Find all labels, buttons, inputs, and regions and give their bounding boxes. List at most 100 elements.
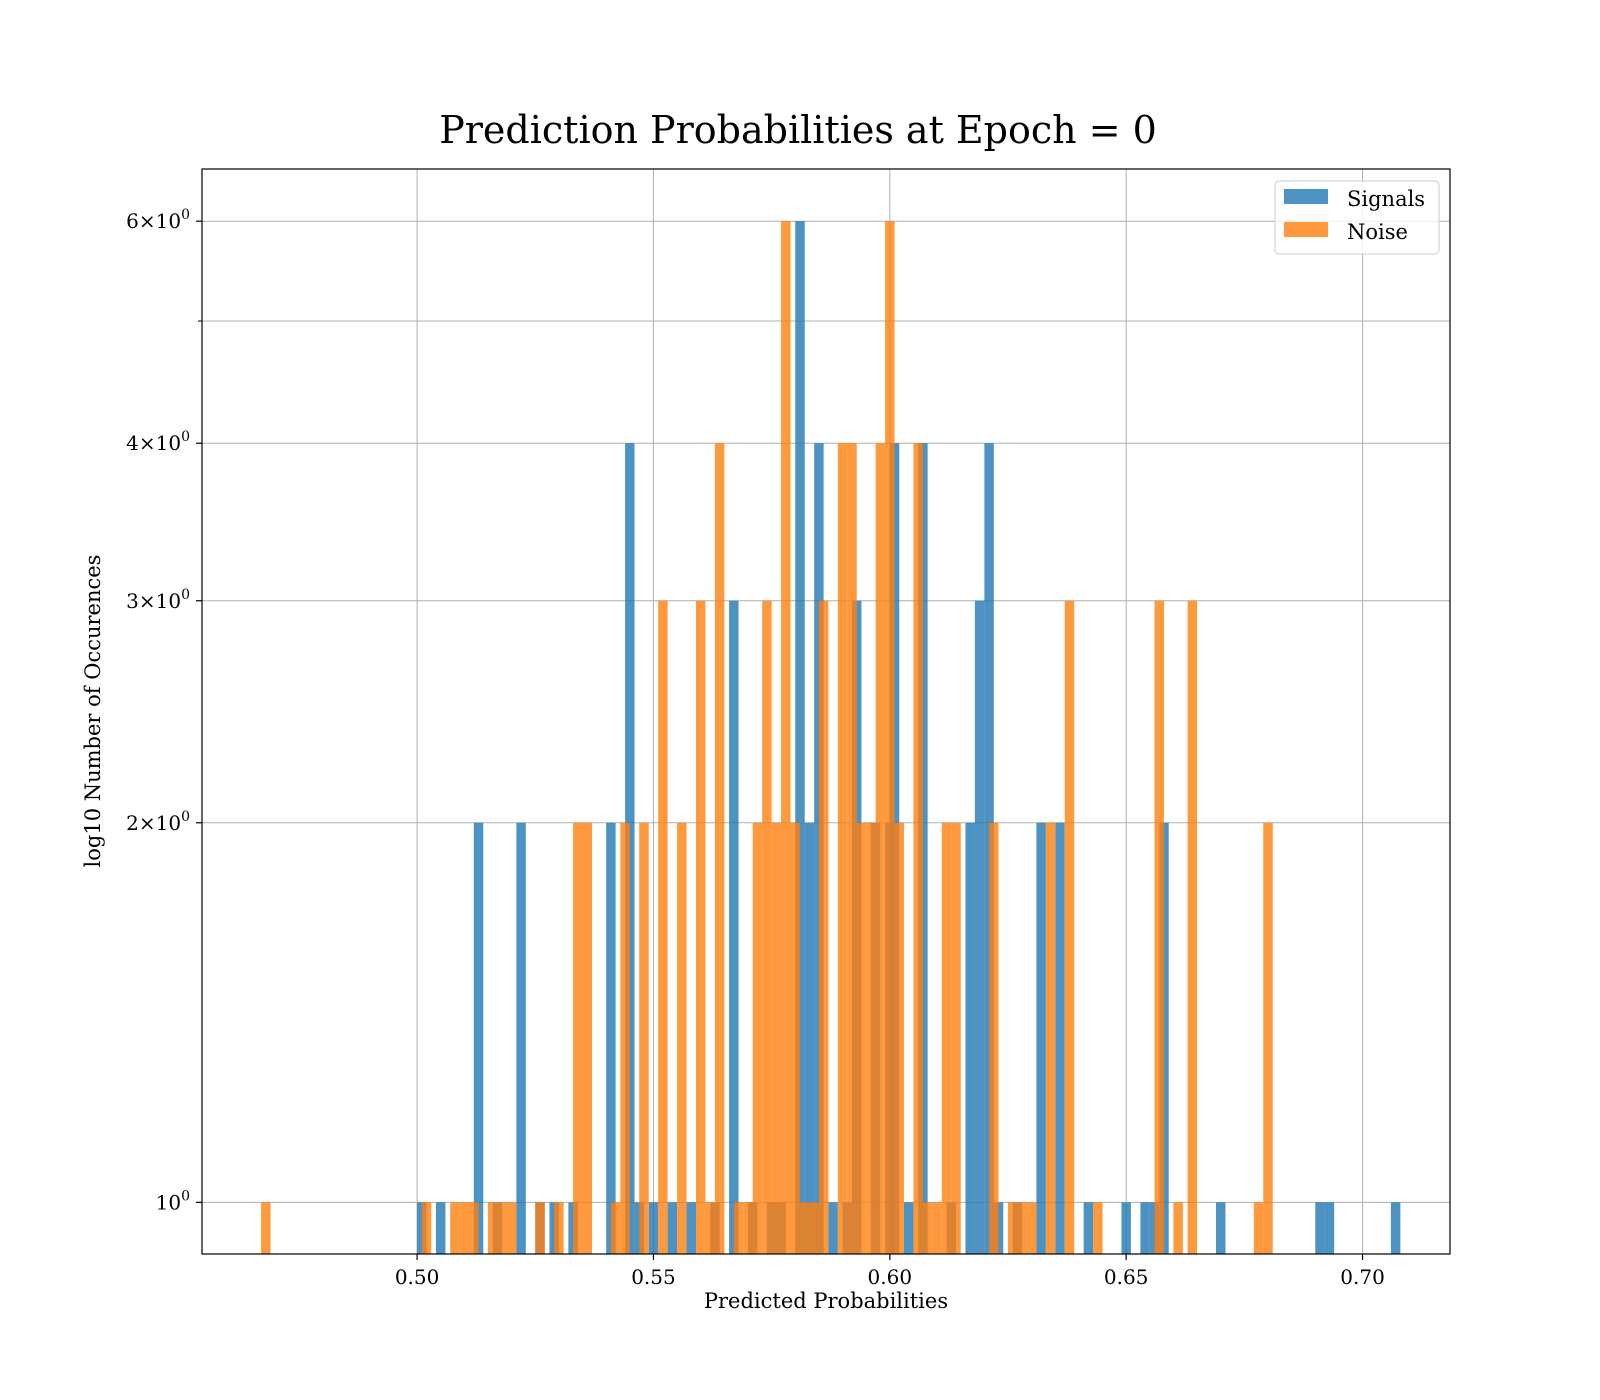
- y-tick-label: 6×100: [126, 207, 190, 233]
- bar-noise: [573, 822, 583, 1254]
- bar-noise: [696, 600, 706, 1254]
- bars: [261, 221, 1401, 1255]
- bar-noise: [809, 1202, 819, 1254]
- bar-noise: [1253, 1202, 1264, 1254]
- bar-noise: [450, 1202, 460, 1254]
- bar-noise: [885, 221, 895, 1255]
- bar-signals: [974, 600, 985, 1254]
- bar-signals: [436, 1202, 446, 1254]
- bar-noise: [677, 822, 687, 1254]
- bar-signals: [1315, 1202, 1325, 1254]
- bar-noise: [1173, 1202, 1183, 1254]
- bar-signals: [686, 1202, 696, 1254]
- y-tick-label: 3×100: [126, 587, 190, 613]
- bar-noise: [658, 600, 668, 1254]
- bar-noise: [620, 822, 630, 1254]
- plot-frame: [201, 168, 1451, 1255]
- legend: Signals Noise: [1274, 180, 1440, 255]
- bar-noise: [1154, 600, 1164, 1254]
- bar-noise: [951, 822, 961, 1254]
- bar-signals: [804, 822, 815, 1254]
- bar-signals: [667, 1202, 678, 1254]
- bar-signals: [1055, 822, 1065, 1254]
- bar-noise: [1064, 600, 1075, 1254]
- bar-signals: [1140, 1202, 1150, 1254]
- y-tick-label: 2×100: [126, 809, 190, 835]
- bar-signals: [1036, 822, 1046, 1254]
- x-tick-label: 0.70: [1340, 1265, 1385, 1289]
- bar-signals: [1121, 1202, 1131, 1254]
- legend-label-noise: Noise: [1347, 220, 1408, 244]
- bar-signals: [1324, 1202, 1335, 1254]
- bar-noise: [922, 1202, 933, 1254]
- y-tick-label: 4×100: [126, 429, 190, 455]
- x-tick-label: 0.50: [395, 1265, 440, 1289]
- bar-signals: [549, 1202, 559, 1254]
- bar-signals: [1216, 1202, 1226, 1254]
- y-axis-label: log10 Number of Occurences: [81, 555, 105, 868]
- legend-label-signals: Signals: [1347, 187, 1425, 211]
- bar-noise: [847, 443, 857, 1254]
- bar-signals: [1390, 1202, 1401, 1254]
- series-noise: [261, 221, 1273, 1255]
- bar-noise: [1093, 1202, 1103, 1254]
- bar-noise: [554, 1202, 564, 1254]
- bar-signals: [729, 600, 739, 1254]
- x-axis-label: Predicted Probabilities: [704, 1289, 948, 1313]
- bar-noise: [837, 443, 848, 1254]
- bar-noise: [1263, 822, 1273, 1254]
- bar-noise: [733, 1202, 744, 1254]
- bar-noise: [818, 600, 829, 1254]
- bar-noise: [932, 1202, 942, 1254]
- bar-noise: [781, 221, 791, 1255]
- bar-signals: [606, 822, 616, 1254]
- bar-noise: [1017, 1202, 1027, 1254]
- bar-noise: [610, 1202, 621, 1254]
- bar-noise: [856, 822, 867, 1254]
- bar-noise: [582, 822, 592, 1254]
- bar-noise: [535, 1202, 545, 1254]
- bar-noise: [1045, 822, 1056, 1254]
- bar-noise: [714, 443, 725, 1254]
- y-tick-label: 100: [156, 1188, 190, 1214]
- bar-noise: [1008, 1202, 1018, 1254]
- bar-signals: [814, 443, 824, 1254]
- x-tick-label: 0.60: [868, 1265, 913, 1289]
- x-tick-label: 0.65: [1104, 1265, 1149, 1289]
- bar-noise: [762, 600, 772, 1254]
- bar-noise: [800, 1202, 810, 1254]
- bar-noise: [261, 1202, 271, 1254]
- bar-noise: [1187, 600, 1198, 1254]
- bar-noise: [771, 822, 782, 1254]
- bar-noise: [459, 1202, 470, 1254]
- bar-noise: [941, 822, 952, 1254]
- bar-noise: [894, 822, 904, 1254]
- legend-swatch-signals: [1284, 189, 1328, 204]
- bar-noise: [790, 822, 800, 1254]
- bar-noise: [488, 1202, 498, 1254]
- axis-ticks: 0.50 0.55 0.60 0.65 0.70 100 2×100 3×100 4×100 6×…: [126, 207, 1385, 1289]
- bar-signals: [1083, 1202, 1094, 1254]
- bar-noise: [989, 822, 999, 1254]
- legend-swatch-noise: [1284, 222, 1328, 237]
- bar-signals: [904, 1202, 914, 1254]
- x-tick-label: 0.55: [631, 1265, 676, 1289]
- bar-noise: [497, 1202, 507, 1254]
- series-signals: [417, 221, 1401, 1255]
- chart-title: Prediction Probabilities at Epoch = 0: [439, 108, 1157, 152]
- bar-noise: [1026, 1202, 1037, 1254]
- bar-noise: [506, 1202, 517, 1254]
- bar-signals: [516, 822, 526, 1254]
- bar-noise: [743, 1202, 753, 1254]
- bar-signals: [648, 1202, 659, 1254]
- bar-noise: [705, 1202, 715, 1254]
- bar-noise: [752, 822, 763, 1254]
- bar-noise: [639, 822, 649, 1254]
- bar-signals: [473, 822, 484, 1254]
- bar-noise: [913, 443, 923, 1254]
- bar-noise: [866, 822, 876, 1254]
- bar-signals: [965, 822, 975, 1254]
- bar-signals: [795, 221, 805, 1255]
